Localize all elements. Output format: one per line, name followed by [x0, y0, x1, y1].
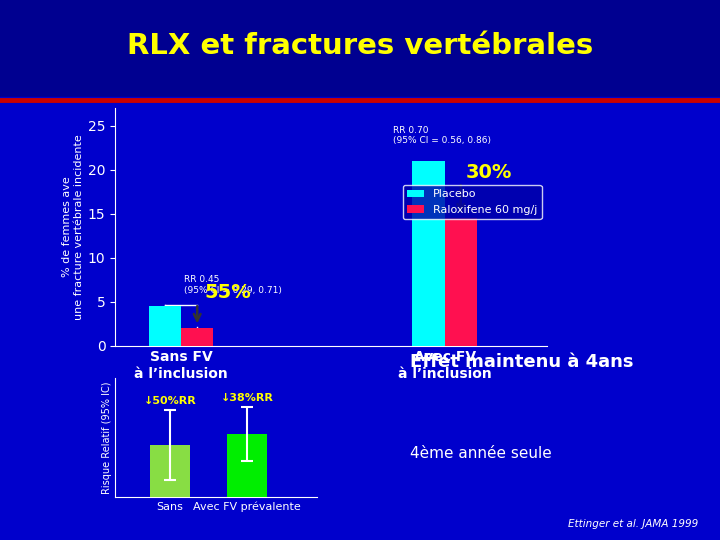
Bar	[181, 328, 213, 346]
Text: 4ème année seule: 4ème année seule	[410, 446, 552, 461]
Bar	[0, 97, 720, 540]
Y-axis label: Risque Relatif (95% IC): Risque Relatif (95% IC)	[102, 381, 112, 494]
Text: ↓38%RR: ↓38%RR	[221, 393, 274, 403]
Text: 55%: 55%	[204, 284, 251, 302]
Y-axis label: % de femmes ave
une fracture vertébrale incidente: % de femmes ave une fracture vertébrale …	[62, 134, 84, 320]
Text: RR 0.45
(95% CI = 0.29, 0.71): RR 0.45 (95% CI = 0.29, 0.71)	[184, 275, 282, 294]
Text: RR 0.70
(95% CI = 0.56, 0.86): RR 0.70 (95% CI = 0.56, 0.86)	[393, 126, 492, 145]
Bar	[149, 306, 181, 346]
Bar	[227, 434, 267, 497]
Text: Ettinger et al. JAMA 1999: Ettinger et al. JAMA 1999	[568, 519, 698, 529]
Text: ↓50%RR: ↓50%RR	[144, 396, 197, 406]
Text: RLX et fractures vertébrales: RLX et fractures vertébrales	[127, 32, 593, 60]
Text: 30%: 30%	[465, 163, 512, 182]
Bar	[0, 0, 720, 97]
Legend: Placebo, Raloxifene 60 mg/j: Placebo, Raloxifene 60 mg/j	[402, 185, 541, 219]
Bar	[413, 161, 445, 346]
Bar	[150, 445, 190, 497]
Bar	[445, 218, 477, 346]
Text: Effet maintenu à 4ans: Effet maintenu à 4ans	[410, 353, 634, 371]
